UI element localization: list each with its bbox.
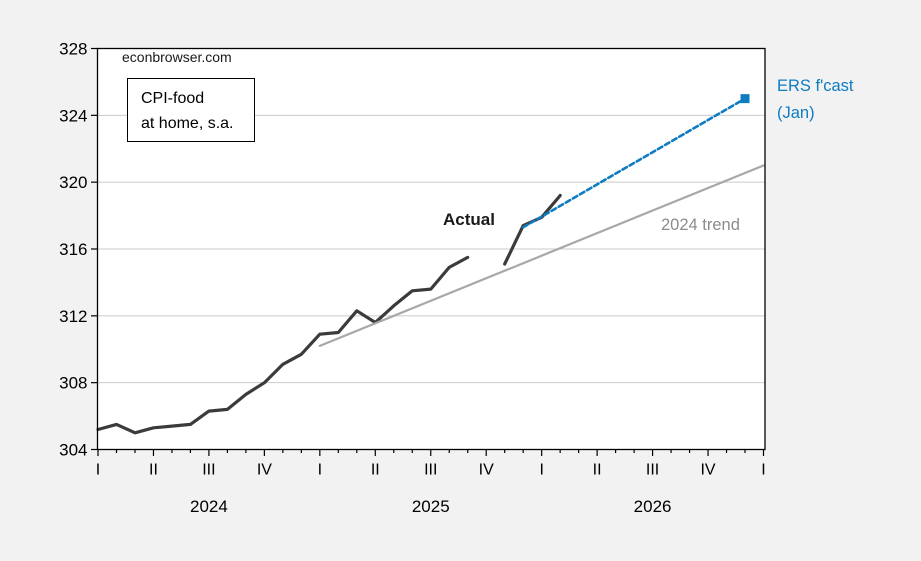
series-line-ers-f-cast-jan-	[521, 97, 747, 229]
x-axis-quarter-label: IV	[700, 462, 715, 479]
x-axis-quarter-label: I	[96, 462, 100, 479]
actual-series-label: Actual	[443, 210, 495, 229]
x-axis-quarter-label: III	[646, 462, 659, 479]
forecast-end-marker	[740, 94, 750, 104]
series-title-line2: at home, s.a.	[141, 115, 234, 132]
series-line-2024-trend	[318, 164, 765, 347]
y-axis-label: 328	[59, 40, 87, 59]
x-axis-quarter-label: III	[424, 462, 437, 479]
series-title-line1: CPI-food	[141, 90, 205, 107]
x-axis-quarter-label: II	[149, 462, 158, 479]
forecast-series-label: ERS f'cast (Jan)	[777, 73, 854, 127]
x-axis-year-label: 2024	[190, 497, 228, 516]
y-axis-label: 312	[59, 307, 87, 326]
x-axis-year-label: 2026	[634, 497, 672, 516]
forecast-label-line2: (Jan)	[777, 104, 815, 122]
y-axis-label: 308	[59, 374, 87, 393]
watermark: econbrowser.com	[122, 49, 232, 65]
y-axis-label: 304	[59, 441, 87, 460]
y-axis-label: 324	[59, 106, 87, 125]
x-axis-quarter-label: II	[371, 462, 380, 479]
series-title-box: CPI-food at home, s.a.	[127, 78, 255, 142]
x-axis-quarter-label: I	[318, 462, 322, 479]
y-axis-label: 316	[59, 240, 87, 259]
x-axis-year-label: 2025	[412, 497, 450, 516]
x-axis-quarter-label: I	[761, 462, 765, 479]
trend-series-label: 2024 trend	[661, 216, 740, 234]
x-axis-quarter-label: I	[539, 462, 543, 479]
x-axis-quarter-label: IV	[257, 462, 272, 479]
x-axis-quarter-label: II	[593, 462, 602, 479]
y-axis-label: 320	[59, 173, 87, 192]
forecast-label-line1: ERS f'cast	[777, 77, 854, 95]
x-axis-quarter-label: IV	[479, 462, 494, 479]
x-axis-quarter-label: III	[202, 462, 215, 479]
